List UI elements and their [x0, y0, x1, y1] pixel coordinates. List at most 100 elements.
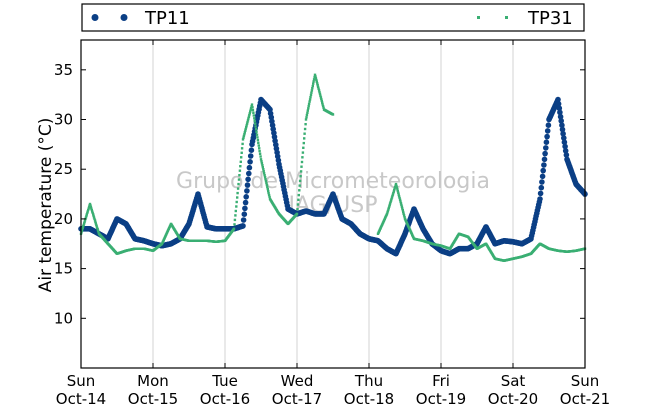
data-point [305, 116, 308, 119]
data-point [309, 93, 313, 97]
legend-marker-TP11 [120, 14, 128, 21]
data-point [395, 186, 399, 189]
data-point [388, 202, 392, 205]
data-point [258, 147, 261, 150]
data-point [541, 156, 548, 163]
data-point [540, 167, 546, 174]
data-point [253, 119, 256, 123]
data-point [300, 165, 303, 168]
x-tick-day: Sun [67, 372, 96, 390]
data-point [331, 113, 335, 116]
plot-frame [80, 39, 586, 369]
data-point [315, 80, 318, 83]
data-point [393, 185, 397, 189]
data-point [235, 205, 238, 208]
data-point [299, 175, 302, 178]
data-point [81, 228, 84, 231]
y-axis: 10 15 20 25 30 35 [54, 61, 585, 327]
data-point [244, 188, 250, 194]
data-point [302, 141, 305, 145]
data-point [317, 87, 320, 90]
data-point [397, 191, 400, 194]
data-point [261, 164, 264, 167]
data-point [243, 131, 246, 134]
data-point [320, 99, 323, 103]
data-point [92, 213, 95, 216]
data-point [83, 219, 87, 222]
data-point [307, 102, 311, 106]
data-point [543, 145, 549, 151]
data-point [299, 170, 303, 173]
x-tick-label: Oct-16 [200, 390, 250, 408]
data-point [300, 160, 304, 164]
data-point [267, 193, 271, 197]
data-point [399, 200, 402, 203]
data-point [237, 178, 241, 181]
legend-box [81, 3, 585, 32]
data-point [244, 127, 247, 131]
data-point [80, 229, 84, 232]
data-point [263, 176, 267, 179]
data-point [398, 198, 402, 201]
data-point [316, 84, 319, 87]
data-point [87, 205, 91, 209]
data-point [559, 122, 565, 128]
data-point [537, 196, 543, 202]
data-point [298, 184, 301, 187]
data-point [304, 118, 308, 121]
data-point [245, 122, 249, 125]
data-point [400, 203, 403, 207]
data-point [97, 231, 100, 234]
y-tick-label: 20 [54, 210, 73, 228]
y-tick-label: 35 [54, 61, 73, 79]
data-point [301, 151, 305, 154]
data-point [392, 190, 395, 193]
data-point [297, 198, 300, 201]
data-point [539, 173, 546, 180]
data-point [240, 223, 246, 229]
data-point [242, 134, 246, 138]
data-point [258, 152, 262, 155]
data-point [94, 222, 97, 225]
x-tick-label: Oct-18 [344, 390, 394, 408]
watermark: Grupo de Micrometeorologia IAG/USP [176, 169, 490, 218]
data-point [298, 179, 302, 183]
data-point [313, 73, 317, 76]
data-point [562, 143, 568, 150]
data-point [557, 109, 563, 116]
data-point [243, 194, 249, 200]
data-point [239, 165, 242, 168]
data-point [234, 209, 237, 213]
data-point [318, 91, 321, 94]
legend-label-TP11: TP11 [144, 8, 190, 29]
data-point [314, 75, 317, 78]
data-point [245, 124, 248, 127]
data-point [544, 133, 550, 140]
data-point [242, 199, 249, 206]
data-point [257, 141, 260, 145]
data-point [95, 225, 98, 228]
series-TP31 [79, 73, 587, 262]
legend-marker-TP31 [477, 16, 480, 19]
data-point [91, 211, 94, 215]
data-point [246, 120, 249, 124]
data-point [398, 196, 401, 200]
data-point [250, 103, 254, 106]
data-point [260, 162, 264, 165]
legend-marker-TP31 [505, 16, 508, 19]
data-point [89, 205, 93, 209]
data-point [253, 117, 256, 120]
data-point [557, 113, 564, 120]
data-point [83, 222, 86, 225]
data-point [82, 225, 85, 228]
data-point [561, 139, 568, 145]
data-point [257, 144, 260, 147]
x-tick-label: Oct-15 [128, 390, 178, 408]
data-point [242, 136, 245, 139]
data-point [303, 132, 306, 135]
x-tick-label: Oct-21 [560, 390, 610, 408]
data-point [296, 208, 299, 211]
data-point [249, 110, 252, 113]
data-point [396, 189, 399, 193]
data-point [307, 107, 310, 110]
